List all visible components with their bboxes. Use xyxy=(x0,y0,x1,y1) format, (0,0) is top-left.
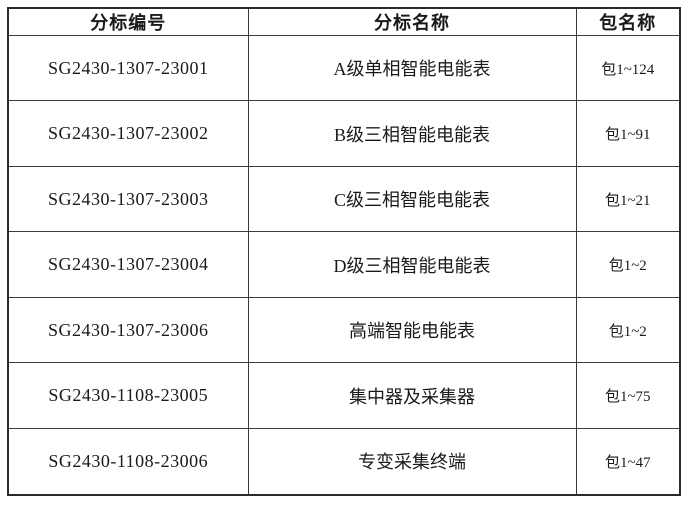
table-row: SG2430-1307-23002 B级三相智能电能表 包1~91 xyxy=(7,100,681,167)
cell-package-range: 包1~124 xyxy=(575,34,681,102)
table-row: SG2430-1307-23006 高端智能电能表 包1~2 xyxy=(7,296,681,364)
cell-bid-number: SG2430-1307-23003 xyxy=(7,165,249,233)
cell-bid-name: D级三相智能电能表 xyxy=(247,231,577,298)
cell-package-range: 包1~91 xyxy=(575,100,681,167)
cell-bid-number: SG2430-1108-23005 xyxy=(7,362,249,429)
column-header-package-name: 包名称 xyxy=(575,7,681,36)
cell-bid-name: 集中器及采集器 xyxy=(247,362,577,429)
cell-bid-number: SG2430-1307-23001 xyxy=(7,34,249,102)
table-row: SG2430-1307-23001 A级单相智能电能表 包1~124 xyxy=(7,34,681,102)
cell-package-range: 包1~75 xyxy=(575,362,681,429)
bid-sections-table: 分标编号 分标名称 包名称 SG2430-1307-23001 A级单相智能电能… xyxy=(7,7,681,496)
column-header-bid-name: 分标名称 xyxy=(247,7,577,36)
table-row: SG2430-1307-23004 D级三相智能电能表 包1~2 xyxy=(7,231,681,298)
table-header-row: 分标编号 分标名称 包名称 xyxy=(7,7,681,36)
cell-package-range: 包1~21 xyxy=(575,165,681,233)
column-header-bid-number: 分标编号 xyxy=(7,7,249,36)
cell-bid-name: C级三相智能电能表 xyxy=(247,165,577,233)
cell-package-range: 包1~2 xyxy=(575,296,681,364)
cell-package-range: 包1~47 xyxy=(575,427,681,496)
table-row: SG2430-1108-23006 专变采集终端 包1~47 xyxy=(7,427,681,496)
cell-bid-name: 专变采集终端 xyxy=(247,427,577,496)
cell-bid-number: SG2430-1307-23006 xyxy=(7,296,249,364)
table-row: SG2430-1307-23003 C级三相智能电能表 包1~21 xyxy=(7,165,681,233)
cell-bid-number: SG2430-1307-23002 xyxy=(7,100,249,167)
cell-bid-number: SG2430-1108-23006 xyxy=(7,427,249,496)
cell-bid-name: B级三相智能电能表 xyxy=(247,100,577,167)
table-row: SG2430-1108-23005 集中器及采集器 包1~75 xyxy=(7,362,681,429)
cell-bid-name: 高端智能电能表 xyxy=(247,296,577,364)
cell-bid-number: SG2430-1307-23004 xyxy=(7,231,249,298)
cell-package-range: 包1~2 xyxy=(575,231,681,298)
cell-bid-name: A级单相智能电能表 xyxy=(247,34,577,102)
